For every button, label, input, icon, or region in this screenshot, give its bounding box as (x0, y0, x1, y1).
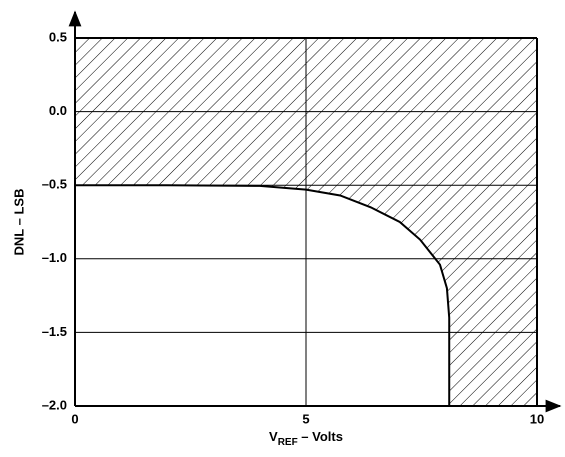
x-axis-label-part: – Volts (298, 429, 343, 444)
x-axis-label: VREF – Volts (269, 429, 343, 447)
y-tick-label: –0.5 (42, 177, 67, 192)
y-tick-label: 0.5 (49, 29, 67, 44)
x-tick-label: 10 (530, 411, 544, 426)
x-axis-label-part: V (269, 429, 278, 444)
y-tick-label: –1.0 (42, 250, 67, 265)
data-line (75, 184, 451, 406)
y-tick-label: –2.0 (42, 397, 67, 412)
x-axis-label-sub: REF (278, 437, 298, 448)
y-tick-label: 0.0 (49, 103, 67, 118)
y-axis-label: DNL – LSB (11, 189, 26, 256)
y-tick-label: –1.5 (42, 324, 67, 339)
x-tick-label: 5 (302, 411, 309, 426)
hatched-region (75, 38, 537, 406)
x-tick-label: 0 (71, 411, 78, 426)
